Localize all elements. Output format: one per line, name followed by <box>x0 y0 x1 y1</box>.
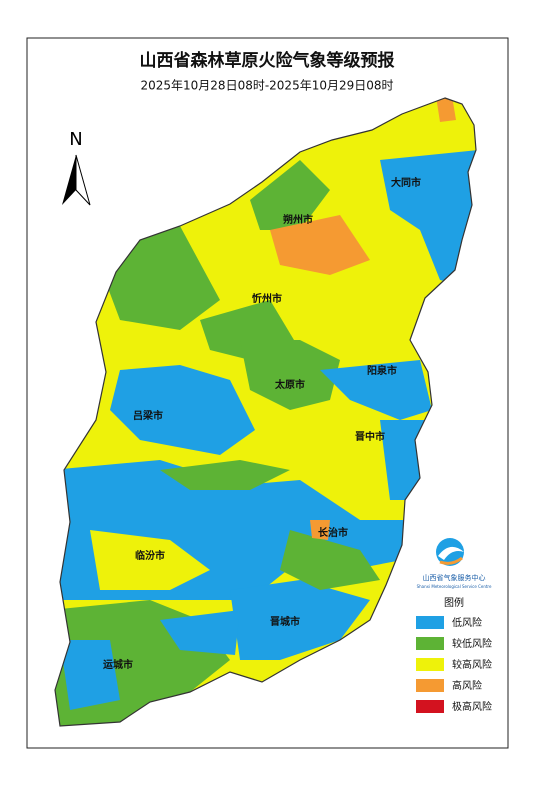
city-label: 太原市 <box>274 378 305 391</box>
logo: 山西省气象服务中心 Shanxi Meteorological Service … <box>417 538 492 589</box>
city-label: 晋中市 <box>355 430 385 443</box>
legend-label: 极高风险 <box>452 700 492 713</box>
legend-label: 低风险 <box>452 616 482 629</box>
city-label: 忻州市 <box>252 292 282 305</box>
map-title: 山西省森林草原火险气象等级预报 <box>140 50 395 71</box>
city-label: 晋城市 <box>270 615 300 628</box>
legend-title: 图例 <box>444 596 464 609</box>
frame <box>26 37 509 749</box>
city-label: 吕梁市 <box>133 409 163 422</box>
logo-name: 山西省气象服务中心 <box>423 573 486 582</box>
legend-swatch <box>416 679 444 692</box>
city-label: 阳泉市 <box>367 364 397 377</box>
legend-swatch <box>416 700 444 713</box>
map-subtitle: 2025年10月28日08时-2025年10月29日08时 <box>140 79 393 93</box>
city-label: 大同市 <box>391 176 421 189</box>
legend-label: 高风险 <box>452 679 482 692</box>
legend-label: 较高风险 <box>452 658 492 671</box>
legend-swatch <box>416 616 444 629</box>
city-label: 运城市 <box>103 658 133 671</box>
city-label: 长治市 <box>318 526 348 539</box>
city-label: 临汾市 <box>135 549 165 562</box>
north-label: N <box>69 129 82 150</box>
city-label: 朔州市 <box>283 213 313 226</box>
logo-name-en: Shanxi Meteorological Service Centre <box>417 584 492 589</box>
legend-swatch <box>416 637 444 650</box>
north-arrow: N <box>62 129 91 206</box>
legend-swatch <box>416 658 444 671</box>
legend-label: 较低风险 <box>452 637 492 650</box>
